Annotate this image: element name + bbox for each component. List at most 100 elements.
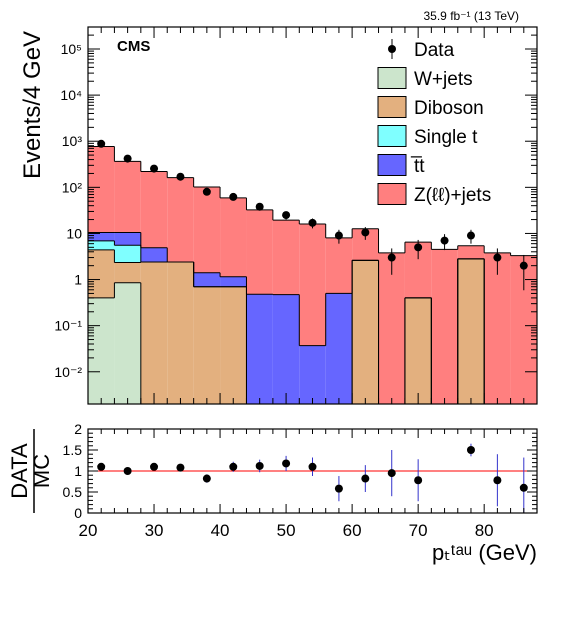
legend-swatch-singlet xyxy=(377,125,407,147)
ratio-point xyxy=(229,462,238,471)
y-tick-label: 10⁻¹ xyxy=(54,318,82,334)
bar-ttbar xyxy=(325,293,353,404)
data-point xyxy=(466,231,475,240)
bar-wjets xyxy=(88,297,115,404)
x-tick-label: 80 xyxy=(475,521,494,540)
bar-ttbar xyxy=(114,232,141,246)
legend-swatch-wjets xyxy=(377,67,407,89)
legend-swatch-zll xyxy=(377,183,407,205)
bar-diboson xyxy=(457,258,485,404)
data-point xyxy=(282,211,291,220)
legend-swatch-diboson xyxy=(377,96,407,118)
bar-ttbar xyxy=(246,294,273,404)
y-tick-label: 10 xyxy=(66,225,82,241)
data-point xyxy=(97,139,106,148)
legend-label: W+jets xyxy=(414,69,473,90)
x-tick-label: 30 xyxy=(145,521,164,540)
data-point xyxy=(361,228,370,237)
legend-label: Single t xyxy=(414,127,478,148)
bar-zll xyxy=(193,187,221,273)
ratio-point xyxy=(493,476,502,485)
data-point xyxy=(493,253,502,262)
bar-diboson xyxy=(114,262,141,283)
bar-singlet xyxy=(114,245,141,263)
bar-zll xyxy=(114,161,141,233)
legend-data-marker xyxy=(388,45,396,53)
ratio-y-tick-label: 0.5 xyxy=(63,484,83,500)
bar-zll xyxy=(246,209,273,295)
x-tick-label: 70 xyxy=(409,521,428,540)
legend-label: Diboson xyxy=(414,98,484,119)
bar-zll xyxy=(457,245,485,259)
y-tick-label: 10³ xyxy=(62,133,83,149)
data-point xyxy=(176,172,185,181)
bar-zll xyxy=(484,252,511,404)
ratio-y-axis-label-bottom: MC xyxy=(29,454,54,488)
bar-ttbar xyxy=(272,294,300,404)
data-point xyxy=(308,218,317,227)
legend-label: Data xyxy=(414,40,455,61)
ratio-point xyxy=(282,459,291,468)
bar-diboson xyxy=(167,262,194,404)
ratio-y-axis-label-top: DATA xyxy=(7,443,32,499)
ratio-point xyxy=(150,462,159,471)
experiment-label: CMS xyxy=(117,38,150,55)
data-point xyxy=(414,243,423,252)
ratio-point xyxy=(387,469,396,478)
x-tick-label: 60 xyxy=(343,521,362,540)
bar-zll xyxy=(431,249,458,404)
main-y-axis-label: Events/4 GeV xyxy=(19,31,46,179)
bar-zll xyxy=(325,237,353,294)
ratio-point xyxy=(255,461,264,470)
bar-wjets xyxy=(114,282,141,404)
x-tick-label: 50 xyxy=(277,521,296,540)
ratio-point xyxy=(308,462,317,471)
data-point xyxy=(519,261,528,270)
x-tick-label: 40 xyxy=(211,521,230,540)
data-point xyxy=(387,253,396,262)
ratio-y-tick-label: 1 xyxy=(74,463,82,479)
bar-diboson xyxy=(220,286,247,404)
ratio-point xyxy=(361,474,370,483)
y-tick-label: 1 xyxy=(74,272,82,288)
y-tick-label: 10⁵ xyxy=(61,41,82,57)
ratio-point xyxy=(334,484,343,493)
bar-zll xyxy=(272,220,300,295)
y-tick-label: 10² xyxy=(62,179,83,195)
bar-zll xyxy=(167,177,194,263)
ratio-y-tick-label: 2 xyxy=(74,421,82,437)
legend-label: t̅t xyxy=(410,156,425,177)
ratio-y-tick-label: 0 xyxy=(74,505,82,521)
ratio-point xyxy=(202,474,211,483)
bar-ttbar xyxy=(140,247,168,263)
bar-ttbar xyxy=(220,276,247,287)
data-point xyxy=(150,164,159,173)
x-axis-label: pₜᵗᵃᵘ (GeV) xyxy=(432,540,537,565)
lumi-label: 35.9 fb⁻¹ (13 TeV) xyxy=(424,9,520,23)
y-tick-label: 10⁻² xyxy=(54,364,82,380)
y-tick-label: 10⁴ xyxy=(60,87,82,103)
bar-singlet xyxy=(88,240,115,250)
legend-swatch-ttbar xyxy=(377,154,407,176)
ratio-point xyxy=(176,463,185,472)
ratio-point xyxy=(97,462,106,471)
data-point xyxy=(255,202,264,211)
legend-label: Z(ℓℓ)+jets xyxy=(414,185,491,206)
data-point xyxy=(123,154,132,163)
bar-diboson xyxy=(404,297,432,404)
outline-ttbar xyxy=(87,231,485,404)
bar-zll xyxy=(378,252,405,404)
data-point xyxy=(202,187,211,196)
bar-ttbar xyxy=(299,345,326,404)
bar-zll xyxy=(140,171,168,248)
bar-diboson xyxy=(352,260,379,404)
ratio-point xyxy=(123,467,132,475)
bar-zll xyxy=(220,197,247,277)
bar-zll xyxy=(299,223,326,346)
ratio-point xyxy=(519,483,528,492)
bar-diboson xyxy=(193,286,221,404)
data-point xyxy=(334,231,343,240)
data-point xyxy=(440,236,449,245)
bar-diboson xyxy=(140,262,168,404)
